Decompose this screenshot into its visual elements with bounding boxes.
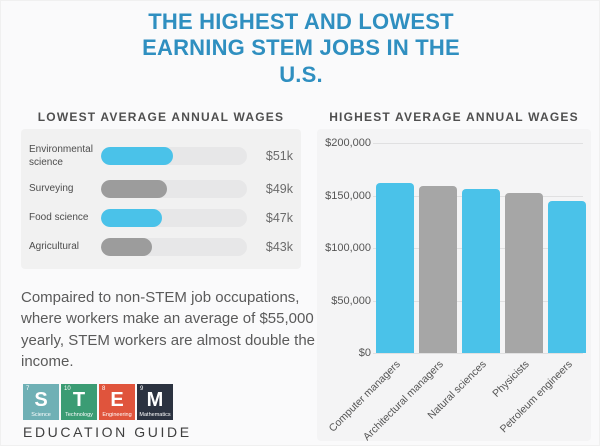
highest-wages-chart: $200,000 $150,000 $100,000 $50,000 $0 Comput…	[317, 129, 591, 443]
plot-area	[373, 143, 586, 354]
y-tick-label: $0	[358, 347, 371, 359]
wage-row: Agricultural $43k	[29, 237, 293, 256]
x-tick-label: Computer managers	[326, 358, 403, 435]
wage-row-value: $43k	[265, 239, 293, 254]
wage-bar-track	[101, 179, 247, 198]
tile-letter: M	[146, 389, 164, 411]
wage-row: Environmental science $51k	[29, 143, 293, 169]
y-tick-label: $150,000	[325, 189, 371, 202]
gridline	[373, 353, 583, 354]
wage-bar-fill	[101, 179, 167, 198]
tile-letter: S	[34, 389, 48, 411]
wage-row-label: Food science	[29, 212, 89, 223]
tile-letter: E	[110, 389, 124, 411]
bar	[548, 201, 586, 353]
tile-label: Mathematics	[139, 411, 171, 418]
wage-row: Food science $47k	[29, 208, 293, 227]
wage-row-label: Environmental science	[29, 143, 93, 168]
wage-row-label: Agricultural	[29, 241, 80, 252]
wage-row: Surveying $49k	[29, 179, 293, 198]
y-tick-label: $50,000	[331, 294, 371, 307]
page-title: THE HIGHEST AND LOWEST EARNING STEM JOBS…	[142, 9, 460, 87]
bar	[376, 183, 414, 353]
wage-row-value: $47k	[265, 210, 293, 225]
wage-bar-track	[101, 208, 247, 227]
wage-bar-track	[101, 146, 247, 165]
tile-letter: T	[72, 389, 86, 411]
tile-atomic-number: 9	[140, 386, 144, 392]
tile-atomic-number: 7	[26, 386, 30, 392]
wage-bar-fill	[101, 208, 163, 227]
wage-row-value: $51k	[265, 148, 293, 163]
gridline	[373, 143, 583, 144]
y-axis-labels: $200,000 $150,000 $100,000 $50,000 $0	[325, 137, 371, 359]
tile-label: Science	[31, 411, 51, 418]
tile-label: Engineering	[102, 411, 132, 418]
wage-row-value: $49k	[265, 181, 293, 196]
bar	[419, 186, 457, 353]
tile-atomic-number: 10	[64, 386, 71, 392]
logo-tile-e: 8 E Engineering	[99, 384, 135, 420]
bar	[505, 193, 543, 353]
logo-tile-m: 9 M Mathematics	[137, 384, 173, 420]
lowest-wages-heading: LOWEST AVERAGE ANNUAL WAGES	[37, 110, 285, 124]
bar	[462, 189, 500, 353]
chart-area: $200,000 $150,000 $100,000 $50,000 $0	[325, 137, 586, 359]
caption-text: Compaired to non-STEM job occupations, w…	[21, 289, 316, 370]
y-tick-label: $200,000	[325, 137, 371, 149]
wage-bar-track	[101, 237, 247, 256]
y-tick-label: $100,000	[325, 242, 371, 254]
logo-tile-s: 7 S Science	[23, 384, 59, 420]
logo-subtitle: EDUCATION GUIDE	[23, 424, 192, 440]
tile-atomic-number: 8	[102, 386, 106, 392]
tile-label: Technology	[65, 411, 93, 418]
wage-row-label: Surveying	[29, 183, 74, 194]
logo-tile-t: 10 T Technology	[61, 384, 97, 420]
x-axis-labels: Computer managers Architectural managers N…	[327, 353, 585, 443]
highest-wages-heading: HIGHEST AVERAGE ANNUAL WAGES	[329, 110, 579, 124]
stem-education-guide-logo: 7 S Science 10 T Technology 8 E Engineering 9 M Mat…	[23, 384, 192, 440]
wage-bar-fill	[101, 146, 173, 165]
logo-tiles: 7 S Science 10 T Technology 8 E Engineering 9 M Mat…	[23, 384, 173, 420]
wage-bar-fill	[101, 237, 153, 256]
lowest-wages-card: Environmental science $51k Surveying $49k Fo…	[21, 129, 301, 269]
x-tick-label: Petroleum engineers	[497, 358, 575, 436]
